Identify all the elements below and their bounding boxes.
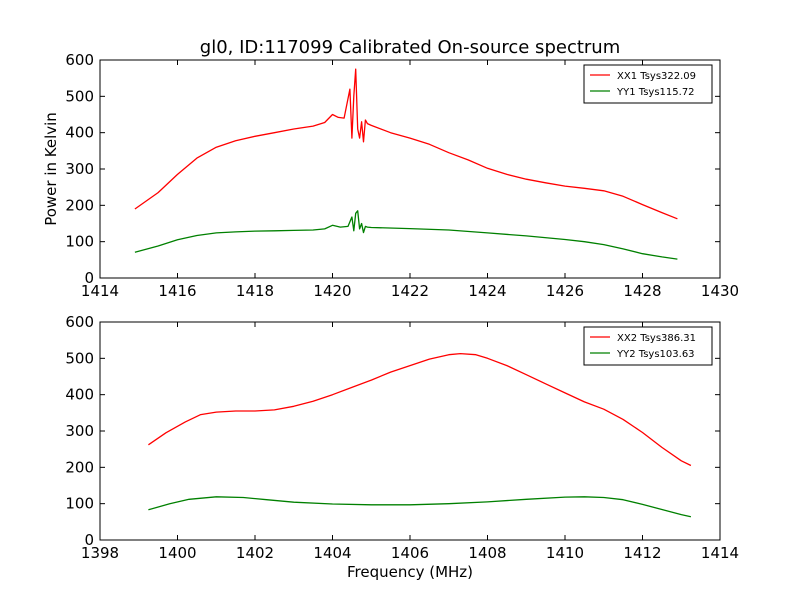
x-tick-label: 1406 xyxy=(391,544,429,562)
legend-label: YY1 Tsys115.72 xyxy=(616,87,695,98)
y-tick-label: 400 xyxy=(65,124,94,142)
x-tick-label: 1430 xyxy=(701,282,739,300)
x-tick-label: 1410 xyxy=(546,544,584,562)
x-tick-label: 1414 xyxy=(81,282,119,300)
x-tick-label: 1412 xyxy=(623,544,661,562)
y-tick-label: 100 xyxy=(65,233,94,251)
legend-box xyxy=(583,326,713,366)
x-tick-label: 1414 xyxy=(701,544,739,562)
y-tick-label: 500 xyxy=(65,349,94,367)
y-tick-label: 0 xyxy=(84,269,94,287)
x-tick-label: 1402 xyxy=(236,544,274,562)
bottom-spectrum-panel: 1398 1400 1402 1404 1406 1408 1410 1412 1414 0 100… xyxy=(65,313,739,562)
y-tick-label: 300 xyxy=(65,160,94,178)
legend-label: XX1 Tsys322.09 xyxy=(617,71,696,82)
y-tick-label: 0 xyxy=(84,531,94,549)
x-tick-label: 1422 xyxy=(391,282,429,300)
y-axis-label: Power in Kelvin xyxy=(42,112,60,226)
x-tick-label: 1416 xyxy=(158,282,196,300)
legend-label: YY2 Tsys103.63 xyxy=(616,349,695,360)
y-tick-label: 300 xyxy=(65,422,94,440)
y-tick-label: 500 xyxy=(65,87,94,105)
x-tick-label: 1420 xyxy=(313,282,351,300)
x-tick-label: 1398 xyxy=(81,544,119,562)
series-line-xx2 xyxy=(148,352,692,467)
chart-title: gl0, ID:117099 Calibrated On-source spec… xyxy=(200,37,620,58)
x-tick-label: 1400 xyxy=(158,544,196,562)
series-line-yy1 xyxy=(134,210,678,260)
x-tick-label: 1426 xyxy=(546,282,584,300)
x-tick-label: 1404 xyxy=(313,544,351,562)
x-axis-label: Frequency (MHz) xyxy=(347,563,473,581)
x-tick-label: 1408 xyxy=(468,544,506,562)
legend-label: XX2 Tsys386.31 xyxy=(617,333,696,344)
legend: XX2 Tsys386.31 YY2 Tsys103.63 xyxy=(583,326,713,366)
x-tick-label: 1418 xyxy=(236,282,274,300)
series-line-xx1 xyxy=(134,68,678,220)
y-tick-label: 200 xyxy=(65,196,94,214)
y-tick-label: 600 xyxy=(65,51,94,69)
legend-box xyxy=(583,64,713,104)
y-tick-label: 100 xyxy=(65,495,94,513)
y-tick-label: 600 xyxy=(65,313,94,331)
x-tick-label: 1424 xyxy=(468,282,506,300)
y-tick-label: 400 xyxy=(65,386,94,404)
top-spectrum-panel: 1414 1416 1418 1420 1422 1424 1426 1428 1430 0 100… xyxy=(65,51,739,300)
series-line-yy2 xyxy=(148,496,692,518)
x-tick-label: 1428 xyxy=(623,282,661,300)
y-tick-label: 200 xyxy=(65,458,94,476)
legend: XX1 Tsys322.09 YY1 Tsys115.72 xyxy=(583,64,713,104)
